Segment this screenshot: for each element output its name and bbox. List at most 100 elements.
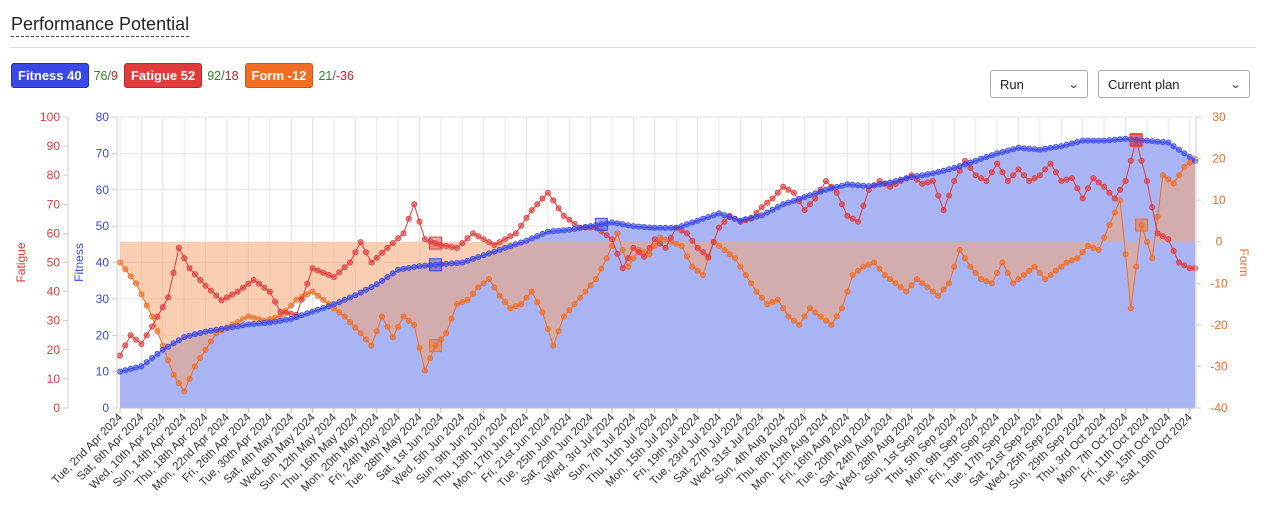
fitness-point	[924, 171, 931, 178]
fatigue-point	[266, 288, 273, 295]
fitness-point	[416, 263, 423, 270]
fitness-point	[288, 315, 295, 322]
form-tick-label: 30	[1212, 110, 1226, 124]
form-point	[742, 271, 749, 278]
fatigue-point	[357, 239, 364, 246]
form-point	[480, 280, 487, 287]
fatigue-point	[839, 201, 846, 208]
fatigue-point	[700, 249, 707, 256]
fatigue-point	[485, 239, 492, 246]
fitness-point	[1063, 141, 1070, 148]
fitness-point	[261, 319, 268, 326]
form-point	[502, 298, 509, 305]
fatigue-point	[272, 298, 279, 305]
fitness-point	[967, 159, 974, 166]
fitness-point	[1052, 144, 1059, 151]
fatigue-point	[512, 230, 519, 237]
fitness-point	[518, 239, 525, 246]
fatigue-point	[314, 267, 321, 274]
fatigue-badge[interactable]: Fatigue 52	[123, 63, 203, 88]
fitness-badge[interactable]: Fitness 40	[11, 63, 89, 88]
fitness-point	[304, 310, 311, 317]
performance-chart[interactable]: 0102030405060708090100Fatigue01020304050…	[0, 100, 1266, 515]
form-point	[780, 305, 787, 312]
form-badge[interactable]: Form -12	[244, 63, 314, 88]
fitness-point	[245, 321, 252, 328]
fatigue-point	[320, 269, 327, 276]
fitness-tick-label: 30	[96, 292, 110, 306]
fatigue-range-high: 92	[207, 68, 222, 83]
fitness-point	[1042, 145, 1049, 152]
fatigue-point	[411, 201, 418, 208]
form-point	[389, 334, 396, 341]
fatigue-point	[443, 242, 450, 249]
fatigue-point	[304, 280, 311, 287]
fitness-point	[972, 157, 979, 164]
fatigue-point	[379, 249, 386, 256]
fitness-point	[512, 241, 519, 248]
form-point	[603, 255, 610, 262]
form-point	[962, 255, 969, 262]
fatigue-point	[191, 271, 198, 278]
sport-select-value: Run	[1000, 76, 1024, 92]
form-point	[748, 280, 755, 287]
fitness-point	[641, 224, 648, 231]
fitness-point	[239, 322, 246, 329]
fatigue-point	[1122, 178, 1129, 185]
fitness-point	[1047, 144, 1054, 151]
fatigue-point	[277, 308, 284, 315]
fatigue-point	[325, 271, 332, 278]
form-point	[1079, 249, 1086, 256]
fitness-point	[277, 317, 284, 324]
fitness-point	[700, 215, 707, 222]
fitness-point	[448, 260, 455, 267]
form-point	[400, 313, 407, 320]
form-point	[758, 294, 765, 301]
form-point	[379, 313, 386, 320]
form-point	[593, 276, 600, 283]
form-point	[871, 259, 878, 266]
fitness-point	[758, 212, 765, 219]
form-point	[764, 301, 771, 308]
fitness-point	[1106, 137, 1113, 144]
sport-select[interactable]: Run ⌄	[990, 70, 1088, 98]
fitness-point	[480, 252, 487, 259]
fatigue-point	[806, 201, 813, 208]
plan-select[interactable]: Current plan ⌄	[1098, 70, 1250, 98]
fatigue-axis-title: Fatigue	[14, 242, 28, 282]
form-point	[983, 278, 990, 285]
fitness-point	[507, 243, 514, 250]
fatigue-point	[1095, 179, 1102, 186]
fatigue-point	[614, 250, 621, 257]
form-point	[170, 371, 177, 378]
fatigue-point	[716, 224, 723, 231]
fatigue-point	[213, 292, 220, 299]
fitness-point	[389, 270, 396, 277]
form-point	[1052, 267, 1059, 274]
fatigue-point	[1079, 195, 1086, 202]
fitness-range: 76/9	[93, 68, 118, 83]
fatigue-point	[1036, 172, 1043, 179]
fitness-point	[336, 299, 343, 306]
fitness-point	[753, 213, 760, 220]
form-point	[732, 255, 739, 262]
form-point	[855, 267, 862, 274]
form-point	[1138, 222, 1145, 229]
fatigue-tick-label: 70	[47, 197, 61, 211]
form-point	[646, 251, 653, 258]
fatigue-point	[218, 297, 225, 304]
fatigue-line	[119, 138, 1195, 356]
fitness-point	[774, 204, 781, 211]
fatigue-point	[1117, 186, 1124, 193]
form-point	[191, 363, 198, 370]
fatigue-point	[261, 284, 268, 291]
fatigue-point	[1069, 175, 1076, 182]
fatigue-point	[544, 189, 551, 196]
fitness-point	[582, 224, 589, 231]
form-point	[250, 314, 257, 321]
fatigue-point	[523, 214, 530, 221]
fatigue-point	[999, 169, 1006, 176]
fitness-point	[881, 180, 888, 187]
fitness-point	[929, 170, 936, 177]
form-point	[453, 301, 460, 308]
